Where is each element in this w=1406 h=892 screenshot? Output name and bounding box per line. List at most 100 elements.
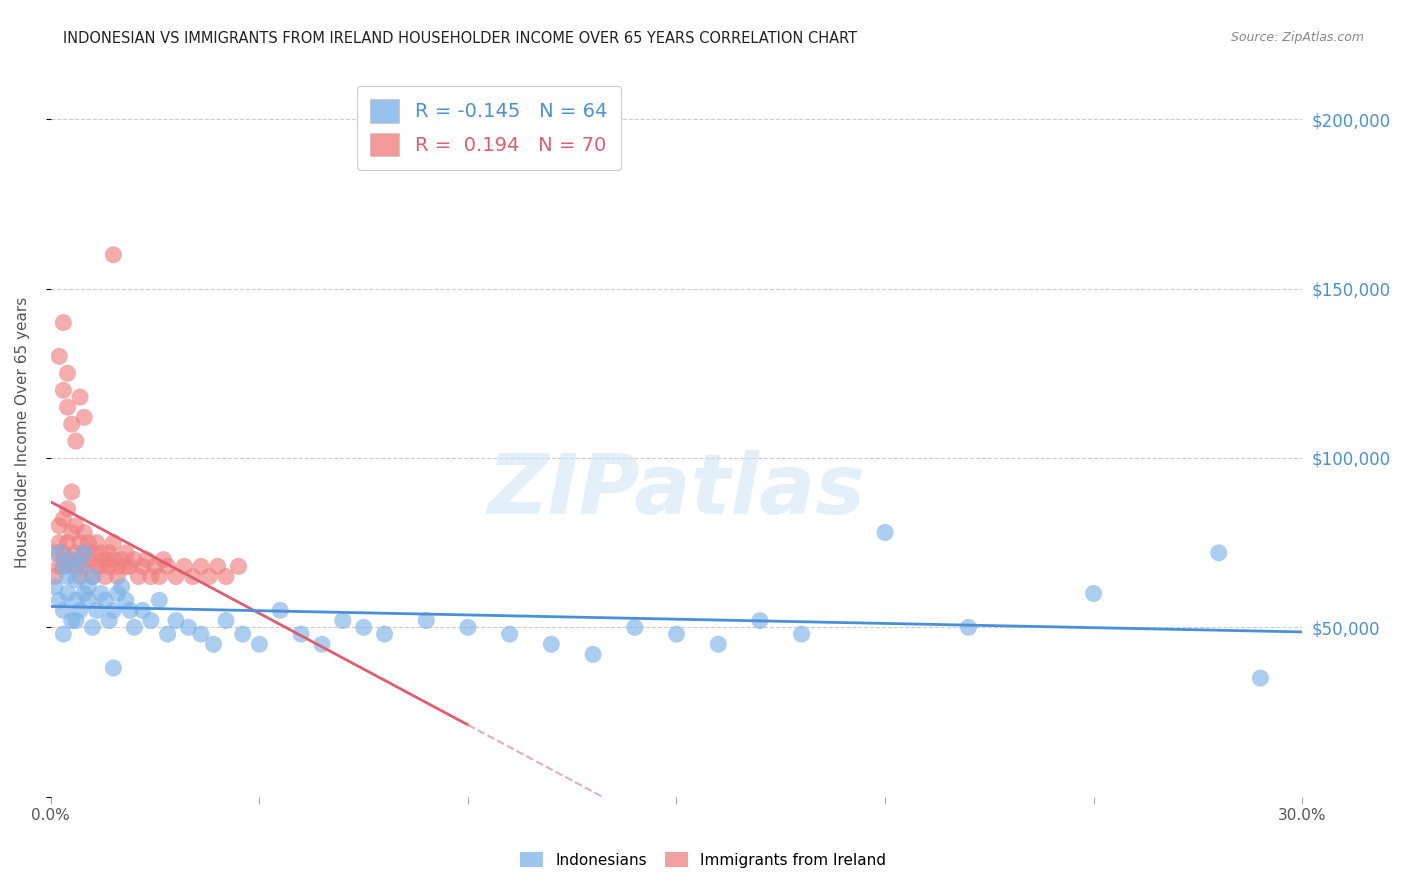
Point bbox=[156, 627, 179, 641]
Point bbox=[198, 569, 221, 583]
Point bbox=[122, 620, 145, 634]
Point bbox=[69, 559, 91, 574]
Point bbox=[415, 614, 437, 628]
Point bbox=[44, 580, 66, 594]
Point bbox=[135, 552, 157, 566]
Point bbox=[82, 546, 104, 560]
Point bbox=[177, 620, 200, 634]
Point bbox=[60, 614, 83, 628]
Legend: Indonesians, Immigrants from Ireland: Indonesians, Immigrants from Ireland bbox=[513, 846, 893, 873]
Point bbox=[86, 535, 108, 549]
Point bbox=[60, 552, 83, 566]
Point bbox=[56, 552, 79, 566]
Point bbox=[103, 552, 125, 566]
Text: INDONESIAN VS IMMIGRANTS FROM IRELAND HOUSEHOLDER INCOME OVER 65 YEARS CORRELATI: INDONESIAN VS IMMIGRANTS FROM IRELAND HO… bbox=[63, 31, 858, 46]
Point bbox=[48, 518, 70, 533]
Point bbox=[111, 552, 134, 566]
Point bbox=[103, 248, 125, 262]
Point bbox=[56, 569, 79, 583]
Point bbox=[247, 637, 270, 651]
Point bbox=[44, 569, 66, 583]
Point bbox=[181, 569, 204, 583]
Point bbox=[65, 518, 87, 533]
Point bbox=[107, 559, 129, 574]
Point bbox=[665, 627, 688, 641]
Point bbox=[52, 546, 75, 560]
Point bbox=[65, 593, 87, 607]
Point bbox=[457, 620, 479, 634]
Point bbox=[56, 586, 79, 600]
Point bbox=[582, 648, 605, 662]
Point bbox=[73, 559, 96, 574]
Point bbox=[120, 603, 142, 617]
Point bbox=[269, 603, 291, 617]
Point bbox=[48, 535, 70, 549]
Point bbox=[52, 512, 75, 526]
Point bbox=[56, 400, 79, 414]
Point bbox=[139, 569, 162, 583]
Point bbox=[311, 637, 333, 651]
Point bbox=[65, 546, 87, 560]
Point bbox=[90, 559, 112, 574]
Point bbox=[373, 627, 395, 641]
Point bbox=[69, 535, 91, 549]
Text: Source: ZipAtlas.com: Source: ZipAtlas.com bbox=[1230, 31, 1364, 45]
Point bbox=[139, 614, 162, 628]
Point bbox=[190, 559, 212, 574]
Point bbox=[107, 569, 129, 583]
Point bbox=[86, 603, 108, 617]
Point bbox=[1208, 546, 1230, 560]
Point bbox=[77, 535, 100, 549]
Point bbox=[60, 484, 83, 499]
Point bbox=[165, 614, 187, 628]
Point bbox=[148, 593, 170, 607]
Point bbox=[60, 417, 83, 431]
Point bbox=[73, 546, 96, 560]
Point bbox=[69, 552, 91, 566]
Point bbox=[623, 620, 645, 634]
Point bbox=[73, 546, 96, 560]
Point bbox=[873, 525, 896, 540]
Point bbox=[111, 580, 134, 594]
Point bbox=[65, 434, 87, 448]
Point bbox=[82, 569, 104, 583]
Point bbox=[52, 384, 75, 398]
Point bbox=[44, 546, 66, 560]
Point bbox=[148, 569, 170, 583]
Point bbox=[52, 559, 75, 574]
Point bbox=[1083, 586, 1105, 600]
Point bbox=[48, 593, 70, 607]
Point bbox=[202, 637, 225, 651]
Point bbox=[77, 593, 100, 607]
Point bbox=[60, 559, 83, 574]
Point bbox=[98, 614, 121, 628]
Point bbox=[131, 603, 153, 617]
Point bbox=[190, 627, 212, 641]
Point bbox=[77, 552, 100, 566]
Point bbox=[215, 614, 238, 628]
Point bbox=[48, 350, 70, 364]
Point bbox=[52, 627, 75, 641]
Point bbox=[56, 535, 79, 549]
Point bbox=[73, 586, 96, 600]
Point bbox=[56, 367, 79, 381]
Point bbox=[94, 569, 117, 583]
Point bbox=[73, 525, 96, 540]
Point bbox=[165, 569, 187, 583]
Point bbox=[131, 559, 153, 574]
Y-axis label: Householder Income Over 65 years: Householder Income Over 65 years bbox=[15, 297, 30, 568]
Point bbox=[1249, 671, 1271, 685]
Point bbox=[48, 546, 70, 560]
Point bbox=[498, 627, 520, 641]
Point bbox=[332, 614, 354, 628]
Point bbox=[69, 569, 91, 583]
Point bbox=[82, 620, 104, 634]
Point bbox=[115, 593, 138, 607]
Point bbox=[173, 559, 195, 574]
Point bbox=[94, 593, 117, 607]
Point bbox=[115, 559, 138, 574]
Point bbox=[52, 316, 75, 330]
Point bbox=[215, 569, 238, 583]
Point bbox=[77, 580, 100, 594]
Point bbox=[82, 569, 104, 583]
